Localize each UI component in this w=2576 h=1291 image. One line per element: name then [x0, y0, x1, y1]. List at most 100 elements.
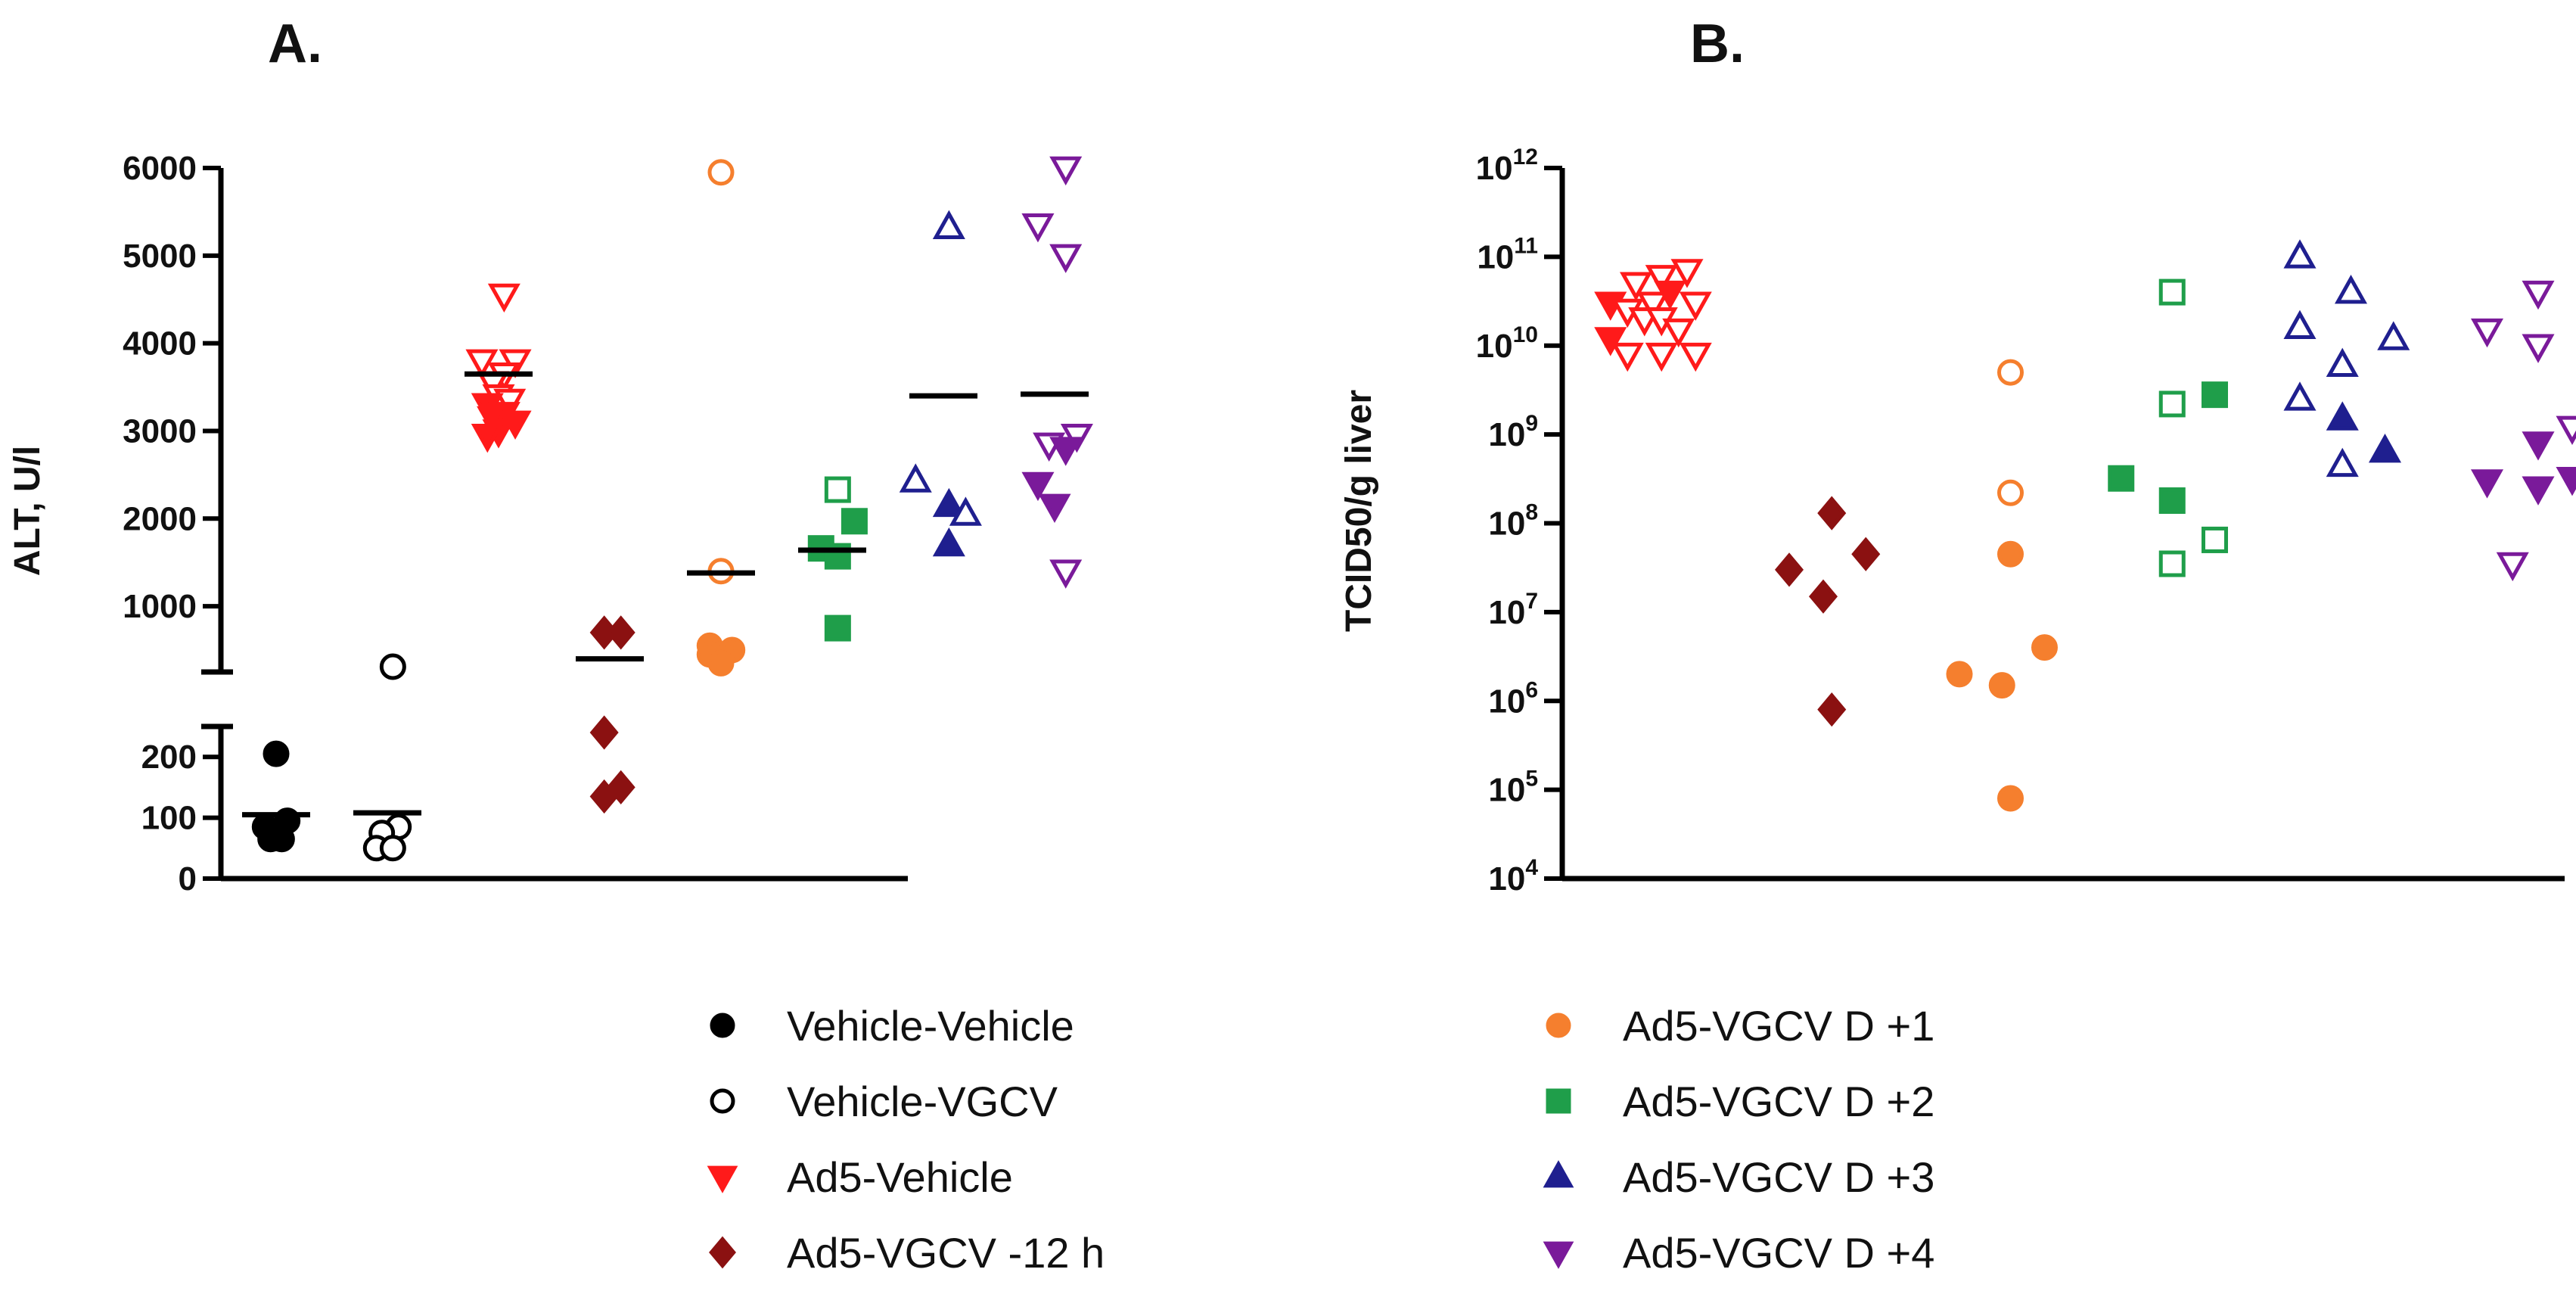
point-a-ad5-vgcv-d-3-4 [932, 527, 965, 557]
legend-label-ad5-vgcv-d3: Ad5-VGCV D +3 [1623, 1153, 1934, 1201]
point-a-ad5-vgcv-d-1-0 [707, 159, 735, 186]
point-b-ad5-vehicle-11 [1594, 327, 1627, 356]
y-tick-label-3000: 3000 [123, 412, 197, 450]
point-b-ad5-vgcv-d-2-6 [2158, 550, 2186, 577]
point-b-ad5-vgcv-d-1-2 [1997, 540, 2024, 568]
point-b-ad5-vgcv-d-3-8 [2368, 433, 2402, 463]
legend-item-ad5-vgcv-d2: Ad5-VGCV D +2 [1546, 1078, 1934, 1125]
point-b-ad5-vgcv-d-2-0 [2158, 278, 2186, 306]
point-b-ad5-vgcv-d-3-5 [2283, 381, 2317, 411]
point-a-ad5-vgcv-d-4-2 [1049, 244, 1083, 273]
legend-label-ad5-vehicle: Ad5-Vehicle [787, 1153, 1013, 1201]
legend-item-vehicle-vgcv: Vehicle-VGCV [710, 1078, 1058, 1125]
point-a-ad5-vgcv-d-4-8 [1049, 559, 1083, 589]
point-a-ad5-vgcv-12-h-4 [606, 770, 635, 805]
point-a-ad5-vgcv-12-h-2 [589, 715, 619, 750]
point-a-ad5-vgcv-d-4-1 [1021, 213, 1055, 243]
y-tick-label-1e5: 105 [1488, 767, 1538, 809]
point-b-ad5-vgcv-d-2-1 [2202, 381, 2228, 409]
point-b-ad5-vgcv-d-2-2 [2158, 390, 2186, 418]
panel-b-label: B. [1690, 14, 1745, 74]
legend-item-ad5-vgcv-d1: Ad5-VGCV D +1 [1546, 1002, 1934, 1050]
chart-b-axis: 104 105 106 107 108 109 1010 1011 1012 [1476, 145, 2565, 897]
y-tick-label-1e6: 106 [1488, 677, 1538, 720]
legend-symbol-ad5-vgcv-12-h [709, 1236, 736, 1269]
legend-marker-vehicle-vgcv [710, 1088, 735, 1114]
legend-left: Vehicle-Vehicle Vehicle-VGCV Ad5-Vehicle… [707, 1002, 1105, 1277]
point-b-ad5-vgcv-d-4-4 [2522, 431, 2555, 461]
legend-item-vehicle-vehicle: Vehicle-Vehicle [710, 1002, 1074, 1050]
point-b-ad5-vgcv-d-4-5 [2470, 469, 2504, 499]
y-tick-label-1e4: 104 [1488, 855, 1538, 897]
point-b-ad5-vgcv-d-3-4 [2326, 347, 2359, 378]
point-a-ad5-vgcv-d-2-0 [824, 476, 851, 503]
y-tick-label-1e12: 1012 [1476, 145, 1538, 187]
point-b-ad5-vgcv-d-2-5 [2202, 526, 2228, 553]
legend-label-vehicle-vehicle: Vehicle-Vehicle [787, 1002, 1074, 1050]
chart-a: ALT, U/l 1000 2000 3000 4000 5000 6000 0 100 200 [8, 150, 1093, 897]
y-tick-label-100: 100 [141, 800, 197, 837]
legend-symbol-vehicle-vgcv [710, 1088, 735, 1114]
legend-label-ad5-vgcv-12h: Ad5-VGCV -12 h [787, 1229, 1105, 1277]
point-a-ad5-vehicle-0 [487, 283, 520, 313]
point-b-ad5-vehicle-6 [1653, 280, 1687, 310]
point-b-ad5-vehicle-5 [1636, 291, 1670, 321]
point-b-ad5-vgcv-d-4-1 [2470, 318, 2504, 348]
point-b-ad5-vgcv-12-h-1 [1851, 537, 1881, 571]
legend-item-ad5-vgcv-d3: Ad5-VGCV D +3 [1543, 1153, 1934, 1201]
legend-marker-ad5-vgcv-d1 [1546, 1013, 1571, 1038]
legend-label-ad5-vgcv-d4: Ad5-VGCV D +4 [1623, 1229, 1934, 1277]
chart-b-ylabel: TCID50/g liver [1339, 390, 1379, 632]
point-a-ad5-vgcv-d-1-6 [707, 649, 735, 677]
legend-marker-ad5-vgcv-d3 [1543, 1160, 1574, 1188]
y-tick-label-1e9: 109 [1488, 411, 1538, 453]
point-b-ad5-vgcv-12-h-0 [1817, 496, 1847, 530]
point-b-ad5-vgcv-12-h-4 [1817, 692, 1847, 727]
y-tick-label-0: 0 [179, 860, 197, 897]
point-b-ad5-vgcv-d-3-3 [2377, 321, 2410, 350]
legend-item-ad5-vehicle: Ad5-Vehicle [707, 1153, 1013, 1201]
y-tick-label-1000: 1000 [123, 588, 197, 625]
legend-marker-ad5-vehicle [707, 1165, 738, 1193]
legend-label-ad5-vgcv-d1: Ad5-VGCV D +1 [1623, 1002, 1934, 1050]
point-a-ad5-vgcv-d-4-7 [1038, 493, 1071, 524]
point-b-ad5-vgcv-d-1-6 [1997, 785, 2024, 812]
point-b-ad5-vgcv-d-3-2 [2283, 310, 2317, 340]
point-b-ad5-vehicle-0 [1619, 272, 1653, 301]
legend-marker-vehicle-vehicle [710, 1013, 735, 1038]
point-b-ad5-vgcv-d-2-3 [2108, 465, 2135, 492]
point-a-vehicle-vgcv-4 [379, 835, 406, 862]
chart-a-ylabel: ALT, U/l [8, 446, 48, 576]
point-b-ad5-vgcv-d-1-0 [1997, 359, 2024, 386]
point-b-ad5-vgcv-d-1-3 [2031, 634, 2058, 661]
y-tick-label-1e7: 107 [1488, 589, 1538, 631]
point-b-ad5-vgcv-d-1-5 [1988, 672, 2015, 699]
y-tick-label-1e11: 1011 [1477, 233, 1538, 275]
y-tick-label-200: 200 [141, 739, 197, 776]
point-b-ad5-vgcv-d-3-0 [2283, 239, 2317, 269]
legend-label-vehicle-vgcv: Vehicle-VGCV [787, 1078, 1058, 1125]
chart-b-points [1594, 239, 2576, 812]
legend-symbol-vehicle-vehicle [710, 1013, 735, 1038]
legend-symbol-ad5-vehicle [707, 1165, 738, 1193]
chart-b: TCID50/g liver 104 105 106 107 108 109 1010 101… [1339, 145, 2576, 897]
point-b-ad5-vehicle-1 [1645, 265, 1678, 294]
point-b-ad5-vgcv-d-3-6 [2326, 401, 2359, 431]
point-a-ad5-vgcv-d-3-2 [932, 487, 965, 518]
point-a-ad5-vgcv-d-3-3 [949, 496, 982, 526]
point-b-ad5-vgcv-d-1-1 [1997, 479, 2024, 506]
legend-item-ad5-vgcv-d4: Ad5-VGCV D +4 [1543, 1229, 1934, 1277]
point-b-ad5-vgcv-d-3-1 [2334, 274, 2368, 304]
point-a-ad5-vehicle-12 [471, 424, 504, 453]
legend-right: Ad5-VGCV D +1 Ad5-VGCV D +2 Ad5-VGCV D +… [1543, 1002, 1934, 1277]
point-b-ad5-vehicle-7 [1679, 291, 1712, 321]
point-b-ad5-vgcv-d-1-4 [1946, 661, 1973, 688]
point-a-ad5-vgcv-d-3-0 [932, 210, 965, 240]
chart-a-axis: 1000 2000 3000 4000 5000 6000 0 100 200 [123, 150, 908, 897]
point-b-ad5-vehicle-14 [1679, 342, 1712, 372]
legend-symbol-ad5-vgcv-d-2 [1546, 1088, 1571, 1114]
point-b-ad5-vgcv-d-4-8 [2496, 552, 2529, 582]
point-b-ad5-vgcv-d-4-7 [2556, 466, 2576, 496]
point-a-ad5-vgcv-d-4-6 [1021, 471, 1055, 502]
point-a-vehicle-vgcv-0 [379, 653, 406, 680]
